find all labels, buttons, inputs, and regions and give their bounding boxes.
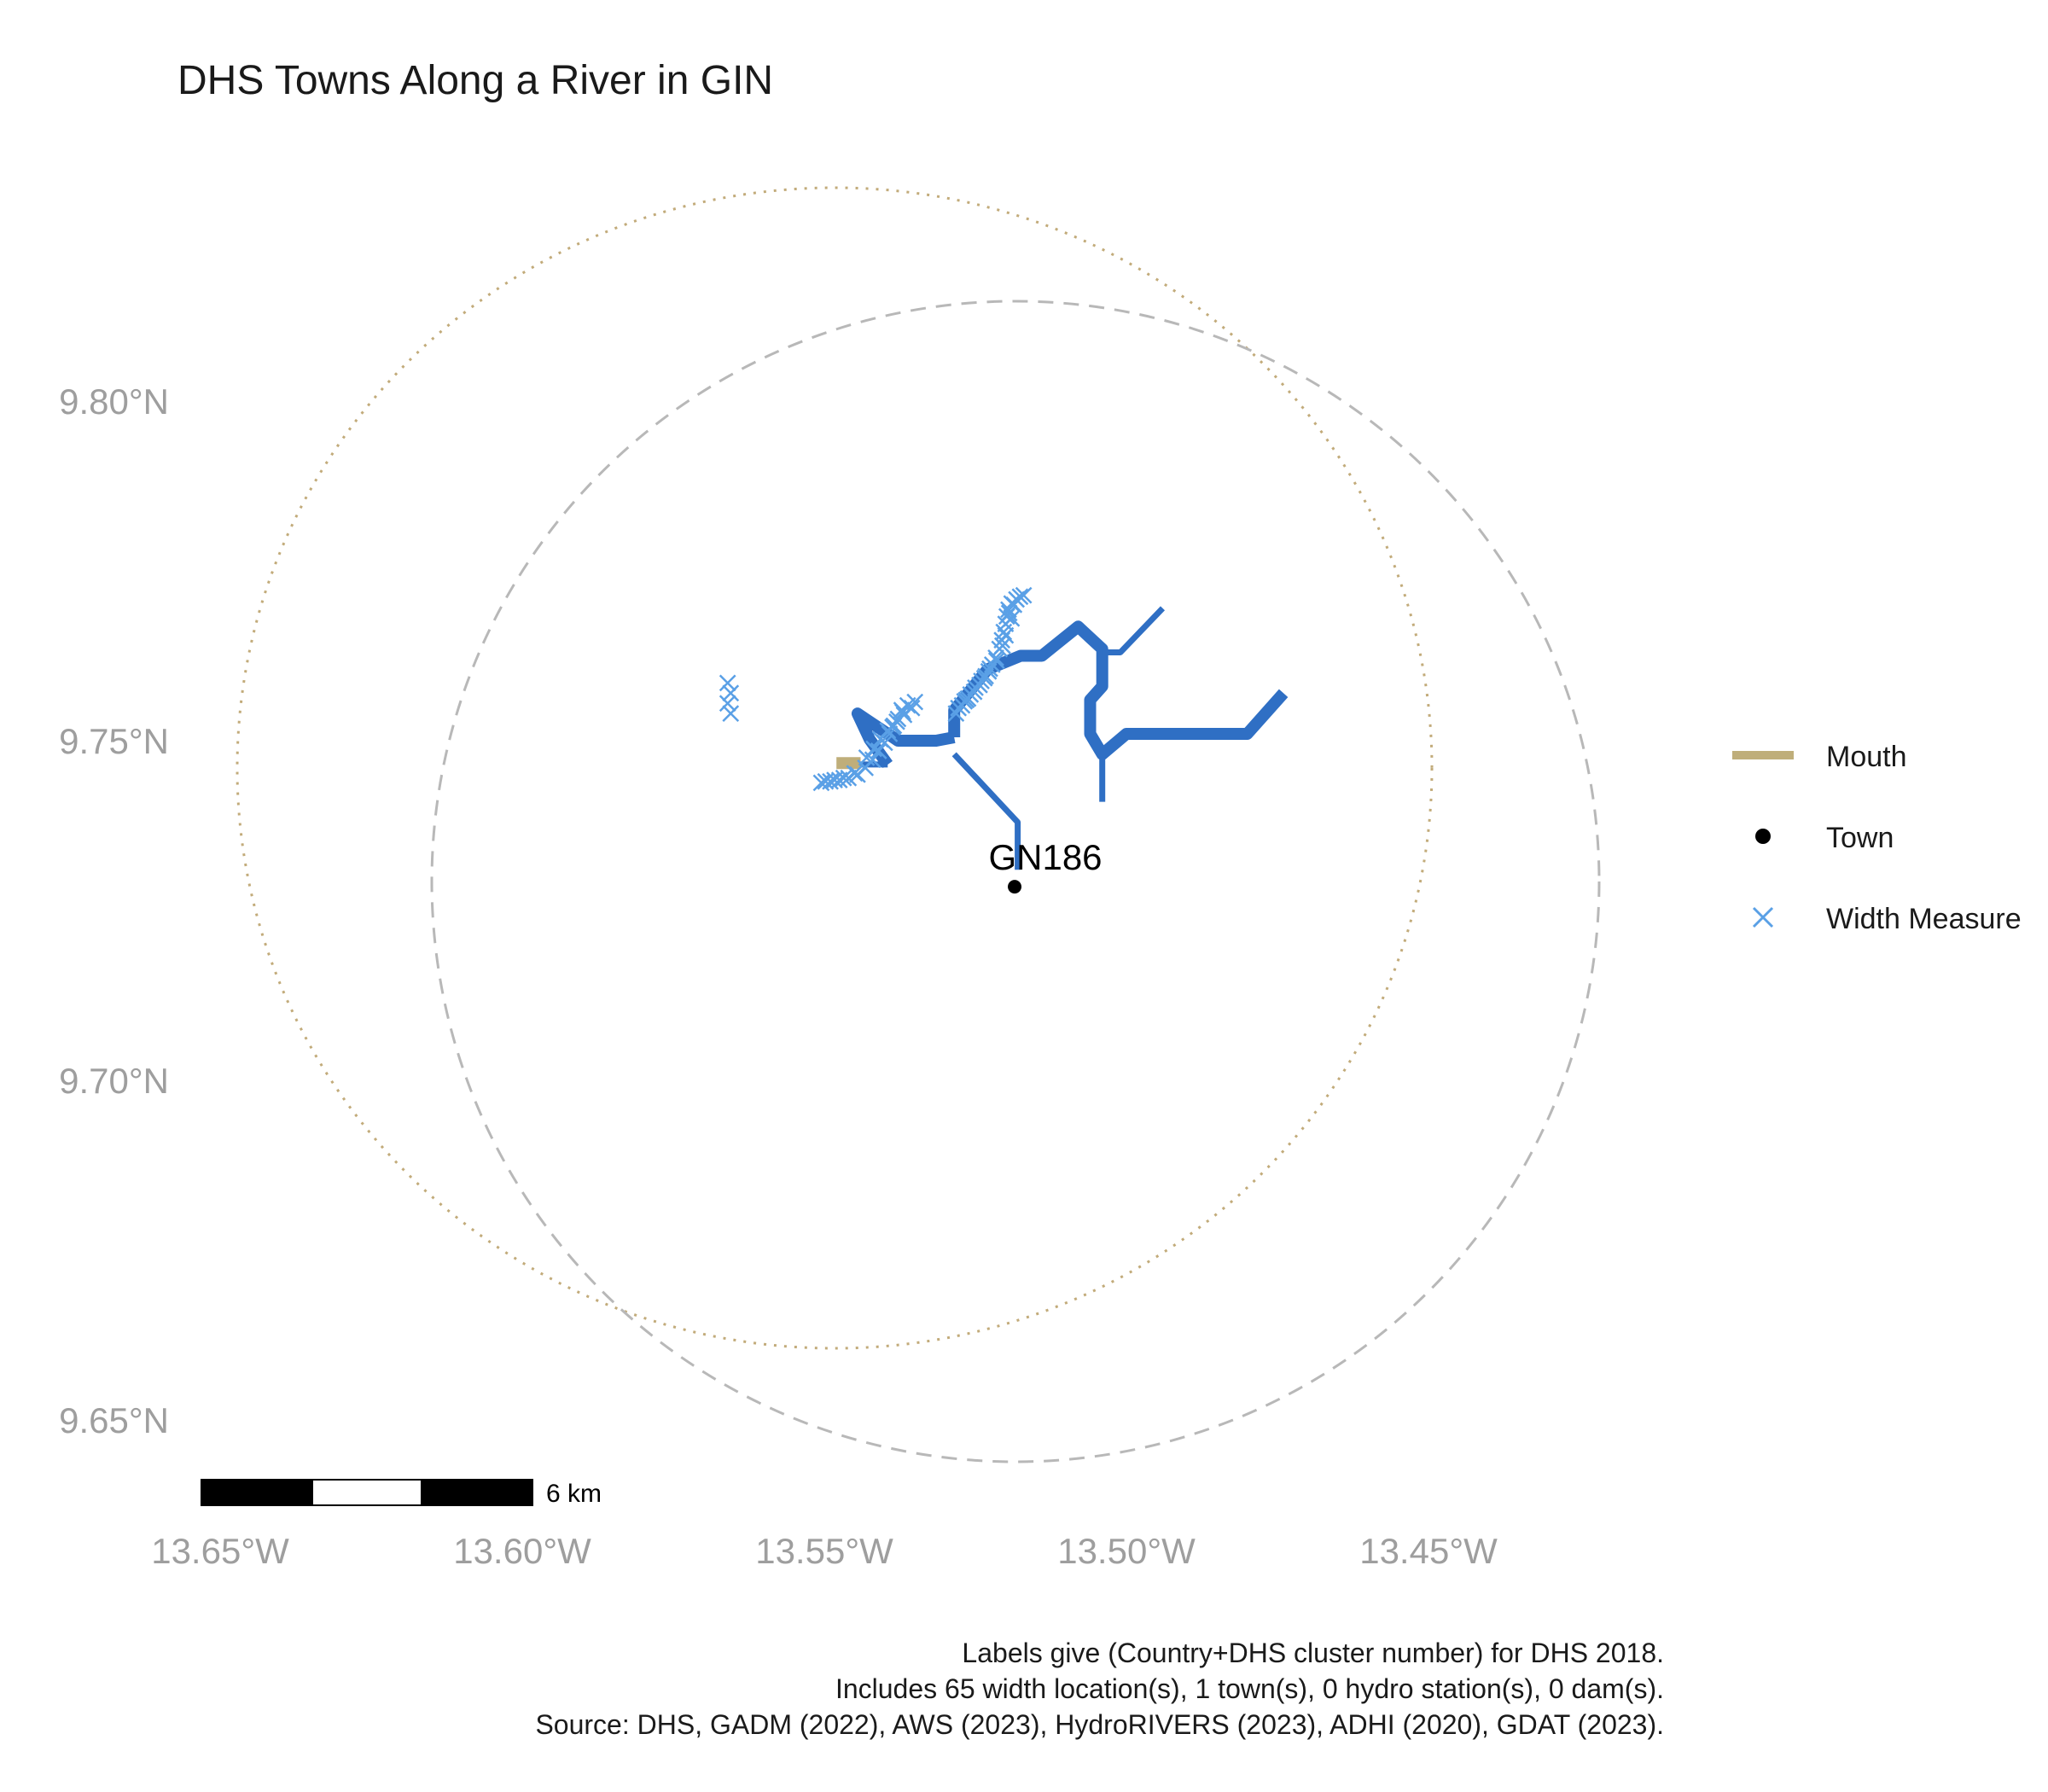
width-measures	[719, 586, 1033, 792]
width-measure-point	[906, 693, 924, 711]
width-measure-point	[1011, 588, 1029, 606]
caption: Labels give (Country+DHS cluster number)…	[535, 1638, 1664, 1740]
y-axis-tick-label: 9.70°N	[59, 1061, 169, 1101]
width-measure-point	[1003, 609, 1021, 627]
x-axis: 13.65°W 13.60°W 13.55°W 13.50°W 13.45°W	[151, 1531, 1498, 1571]
river-segment	[951, 752, 1021, 870]
width-measure-point	[987, 649, 1004, 666]
scale-bar: 6 km	[201, 1479, 602, 1508]
width-measure-point	[993, 637, 1011, 655]
y-axis: 9.80°N 9.75°N 9.70°N 9.65°N	[59, 381, 169, 1440]
width-measure-point	[1005, 596, 1023, 614]
width-measure-point	[722, 684, 740, 702]
width-measure-point	[846, 765, 864, 783]
legend-town-swatch	[1755, 829, 1771, 844]
width-measure-point	[858, 749, 876, 766]
width-measure-point	[865, 740, 882, 758]
town-marker[interactable]	[1008, 880, 1022, 894]
width-measure-point	[719, 674, 736, 692]
towns: GN186	[988, 837, 1103, 894]
scale-bar-label: 6 km	[546, 1480, 602, 1508]
legend-label-width-measure: Width Measure	[1826, 903, 2022, 935]
map-title: DHS Towns Along a River in GIN	[177, 58, 773, 103]
caption-line-3: Source: DHS, GADM (2022), AWS (2023), Hy…	[535, 1709, 1664, 1740]
river-segment	[1102, 606, 1166, 655]
caption-line-2: Includes 65 width location(s), 1 town(s)…	[835, 1673, 1664, 1704]
legend-item-mouth: Mouth	[1732, 741, 1907, 773]
scale-bar-segment	[201, 1479, 313, 1506]
width-measure-point	[956, 692, 974, 710]
x-axis-tick-label: 13.60°W	[453, 1531, 591, 1571]
dashed-buffer-circle	[430, 300, 1601, 1463]
width-measure-point	[817, 772, 835, 790]
width-measure-point	[722, 705, 740, 723]
y-axis-tick-label: 9.80°N	[59, 381, 169, 422]
y-axis-tick-label: 9.75°N	[59, 721, 169, 761]
y-axis-tick-label: 9.65°N	[59, 1400, 169, 1440]
width-measure-point	[719, 695, 736, 713]
width-measure-point	[947, 705, 965, 723]
width-measure-point	[981, 660, 998, 678]
river-network	[848, 606, 1289, 870]
legend: Mouth Town Width Measure	[1732, 741, 2022, 935]
width-measure-point	[884, 719, 901, 736]
buffer-circles	[236, 186, 1601, 1463]
legend-item-town: Town	[1755, 822, 1894, 854]
legend-label-mouth: Mouth	[1826, 741, 1907, 773]
width-measure-point	[1000, 604, 1018, 622]
town-label: GN186	[988, 837, 1102, 877]
caption-line-1: Labels give (Country+DHS cluster number)…	[962, 1638, 1664, 1668]
legend-label-town: Town	[1826, 822, 1894, 854]
scale-bar-segment	[421, 1479, 533, 1506]
x-axis-tick-label: 13.65°W	[151, 1531, 289, 1571]
outer-dotted-circle	[236, 186, 1434, 1350]
width-measure-point	[997, 626, 1015, 644]
width-measure-point	[973, 672, 990, 689]
x-axis-tick-label: 13.45°W	[1359, 1531, 1498, 1571]
legend-width-swatch	[1752, 906, 1774, 928]
legend-item-width-measure: Width Measure	[1752, 903, 2022, 935]
x-axis-tick-label: 13.55°W	[755, 1531, 893, 1571]
scale-bar-segment	[311, 1479, 422, 1506]
river-segment	[948, 620, 1289, 760]
width-measure-point	[893, 701, 911, 719]
x-axis-tick-label: 13.50°W	[1057, 1531, 1196, 1571]
